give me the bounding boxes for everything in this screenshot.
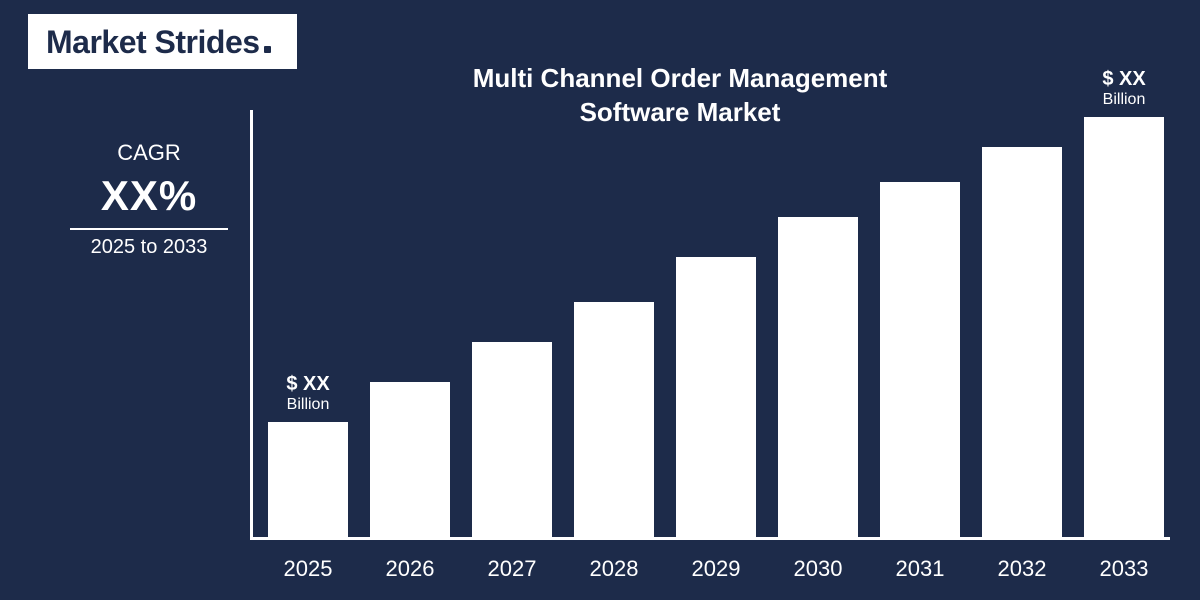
x-axis-labels: 2025 2026 2027 2028 2029 2030 2031 2032 2033 bbox=[250, 556, 1170, 582]
cagr-divider bbox=[70, 228, 228, 230]
x-label: 2033 bbox=[1084, 556, 1164, 582]
brand-logo-text: Market Strides bbox=[46, 24, 260, 61]
callout-unit: Billion bbox=[1074, 91, 1174, 109]
cagr-block: CAGR XX% 2025 to 2033 bbox=[64, 140, 234, 259]
cagr-value: XX% bbox=[64, 172, 234, 220]
brand-logo-dot-icon bbox=[264, 46, 271, 53]
bar-chart: $ XXBillion$ XXBillion bbox=[250, 110, 1170, 540]
bar-2031 bbox=[880, 182, 960, 537]
callout-value: $ XX bbox=[1074, 68, 1174, 91]
cagr-label: CAGR bbox=[64, 140, 234, 166]
x-label: 2031 bbox=[880, 556, 960, 582]
bar bbox=[676, 257, 756, 537]
bar-2026 bbox=[370, 382, 450, 537]
callout-unit: Billion bbox=[258, 396, 358, 414]
x-label: 2029 bbox=[676, 556, 756, 582]
bar bbox=[1084, 117, 1164, 537]
brand-logo: Market Strides bbox=[28, 14, 297, 69]
bar-2033: $ XXBillion bbox=[1084, 117, 1164, 537]
bar-callout: $ XXBillion bbox=[258, 373, 358, 414]
x-label: 2026 bbox=[370, 556, 450, 582]
bar bbox=[880, 182, 960, 537]
bars-container: $ XXBillion$ XXBillion bbox=[250, 110, 1170, 537]
x-label: 2027 bbox=[472, 556, 552, 582]
bar-2028 bbox=[574, 302, 654, 537]
callout-value: $ XX bbox=[258, 373, 358, 396]
x-label: 2032 bbox=[982, 556, 1062, 582]
bar bbox=[472, 342, 552, 537]
bar bbox=[370, 382, 450, 537]
bar bbox=[574, 302, 654, 537]
x-label: 2025 bbox=[268, 556, 348, 582]
bar-callout: $ XXBillion bbox=[1074, 68, 1174, 109]
bar-2032 bbox=[982, 147, 1062, 537]
bar bbox=[982, 147, 1062, 537]
bar-2030 bbox=[778, 217, 858, 537]
bar bbox=[268, 422, 348, 537]
x-label: 2028 bbox=[574, 556, 654, 582]
bar-2025: $ XXBillion bbox=[268, 422, 348, 537]
x-label: 2030 bbox=[778, 556, 858, 582]
cagr-period: 2025 to 2033 bbox=[64, 236, 234, 259]
bar-2029 bbox=[676, 257, 756, 537]
bar bbox=[778, 217, 858, 537]
bar-2027 bbox=[472, 342, 552, 537]
